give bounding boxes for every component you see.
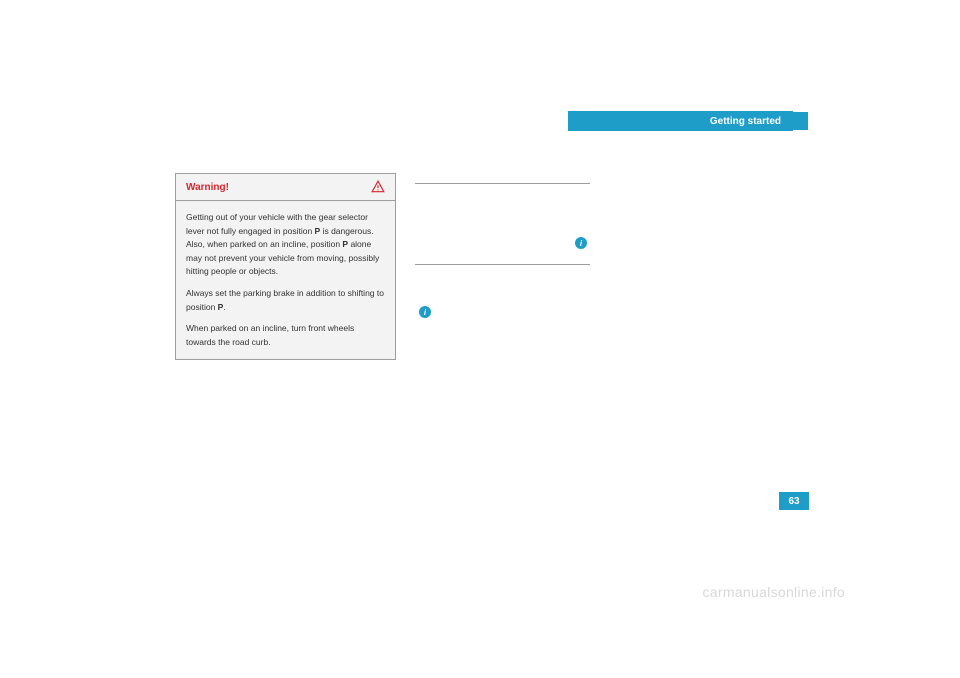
warning-body: Getting out of your vehicle with the gea… [176, 201, 395, 359]
warning-paragraph-1: Getting out of your vehicle with the gea… [186, 211, 385, 279]
section-header-bar: Getting started [568, 111, 793, 131]
divider-line [415, 183, 590, 184]
info-icon-label: i [580, 239, 582, 248]
info-icon-label: i [424, 308, 426, 317]
info-icon: i [419, 306, 431, 318]
right-column [415, 183, 590, 239]
warning-header: Warning! [176, 174, 395, 201]
divider-line [415, 264, 590, 265]
section-header-title: Getting started [710, 116, 781, 127]
warning-box: Warning! Getting out of your vehicle wit… [175, 173, 396, 360]
warning-text: When parked on an incline, turn front wh… [186, 323, 354, 347]
info-icon: i [575, 237, 587, 249]
section-header-bar-tail [793, 112, 808, 130]
warning-title: Warning! [186, 182, 229, 193]
warning-paragraph-3: When parked on an incline, turn front wh… [186, 322, 385, 349]
warning-text: . [223, 302, 225, 312]
page-number-box: 63 [779, 492, 809, 510]
page-container: Getting started Warning! Getting out of … [0, 0, 960, 678]
watermark-text: carmanualsonline.info [703, 584, 846, 600]
warning-triangle-icon [371, 180, 385, 194]
warning-text: Always set the parking brake in addition… [186, 288, 384, 312]
page-number: 63 [788, 496, 799, 507]
warning-paragraph-2: Always set the parking brake in addition… [186, 287, 385, 314]
